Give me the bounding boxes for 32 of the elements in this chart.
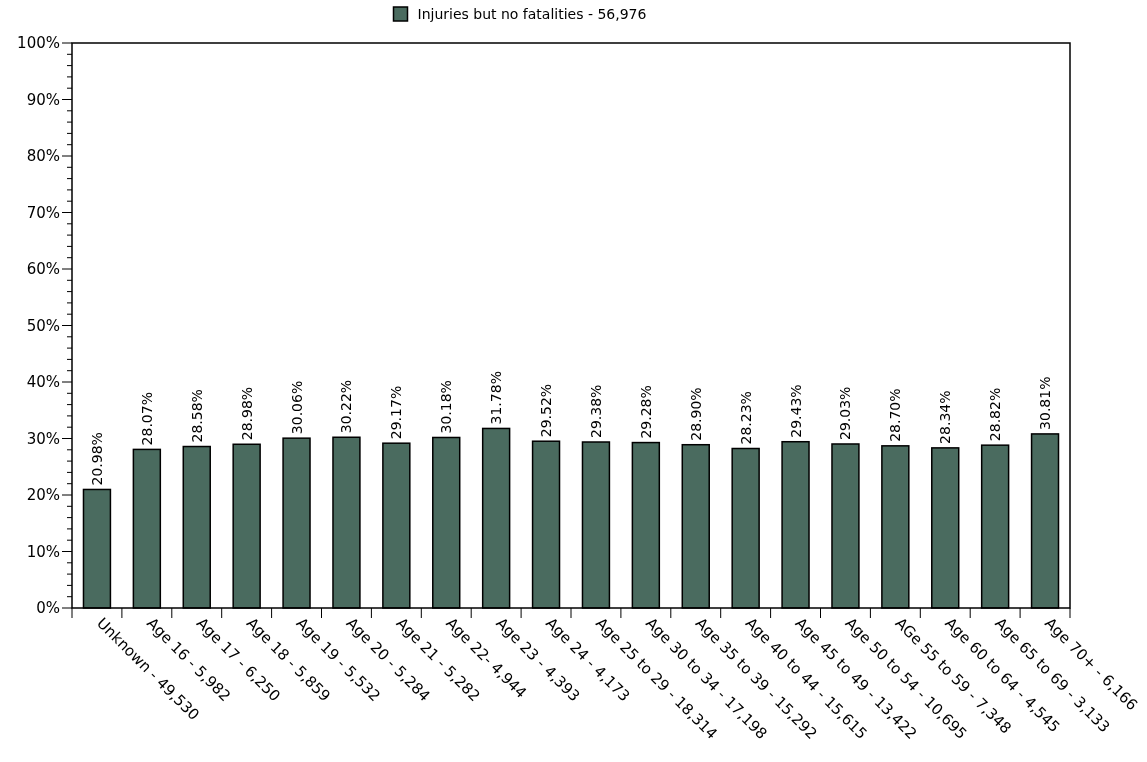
data-label: 28.07% xyxy=(138,392,155,446)
y-tick-label: 80% xyxy=(26,147,60,166)
y-tick-label: 50% xyxy=(26,316,60,335)
legend-label: Injuries but no fatalities - 56,976 xyxy=(417,5,647,22)
data-label: 29.17% xyxy=(388,385,405,440)
data-label: 28.34% xyxy=(937,390,954,444)
y-tick-label: 10% xyxy=(26,542,60,561)
data-label: 31.78% xyxy=(488,371,505,425)
data-label: 20.98% xyxy=(88,432,105,486)
data-label: 30.22% xyxy=(338,379,355,434)
data-label: 29.03% xyxy=(837,386,854,440)
data-label: 30.81% xyxy=(1037,376,1054,430)
y-tick-label: 20% xyxy=(26,486,60,505)
y-tick-label: 30% xyxy=(26,429,60,448)
data-label: 29.52% xyxy=(538,383,555,438)
data-label: 28.90% xyxy=(687,387,704,441)
data-label: 28.70% xyxy=(887,388,904,442)
data-label: 30.06% xyxy=(288,380,305,435)
data-label: 28.82% xyxy=(987,387,1004,442)
data-label: 28.23% xyxy=(737,391,754,445)
y-tick-label: 70% xyxy=(26,203,60,222)
data-label: 28.58% xyxy=(188,389,205,443)
data-label: 29.38% xyxy=(587,384,604,438)
y-tick-label: 40% xyxy=(26,373,60,392)
y-tick-label: 90% xyxy=(26,90,60,109)
data-label: 28.98% xyxy=(238,386,255,441)
y-tick-label: 60% xyxy=(26,260,60,279)
data-label: 29.28% xyxy=(637,385,654,439)
data-label: 30.18% xyxy=(438,380,455,434)
y-tick-label: 0% xyxy=(36,599,60,618)
y-tick-label: 100% xyxy=(17,34,60,53)
data-label: 29.43% xyxy=(787,384,804,438)
